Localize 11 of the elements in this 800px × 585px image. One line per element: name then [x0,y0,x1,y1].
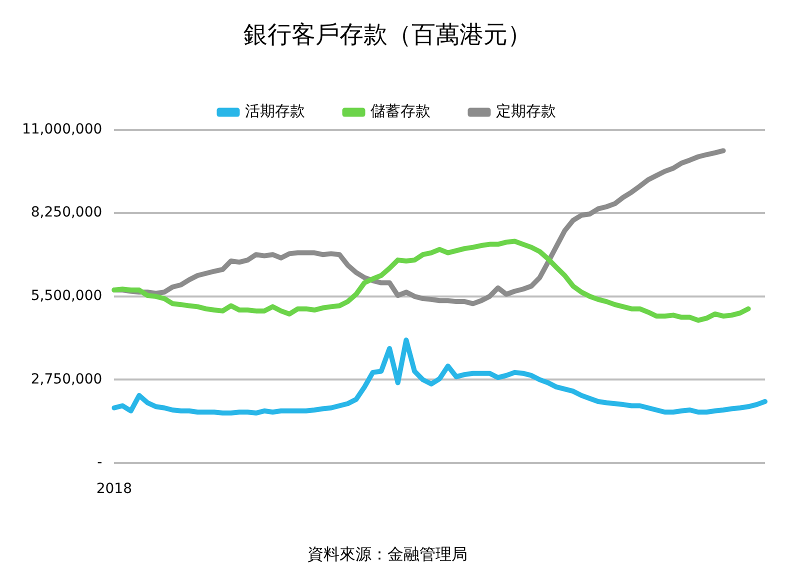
y-tick-label: 11,000,000 [22,121,102,138]
legend-label: 定期存款 [496,102,556,120]
x-tick-label: 2018 [96,481,132,498]
source-note: 資料來源：金融管理局 [308,544,468,564]
chart-title: 銀行客戶存款（百萬港元） [244,20,532,49]
legend-label: 活期存款 [244,102,305,120]
y-tick-label: 8,250,000 [30,204,102,221]
y-tick-label: 2,750,000 [30,371,102,388]
y-tick-label: 5,500,000 [30,288,102,304]
y-tick-label: - [97,454,102,471]
legend-label: 儲蓄存款 [370,102,430,120]
